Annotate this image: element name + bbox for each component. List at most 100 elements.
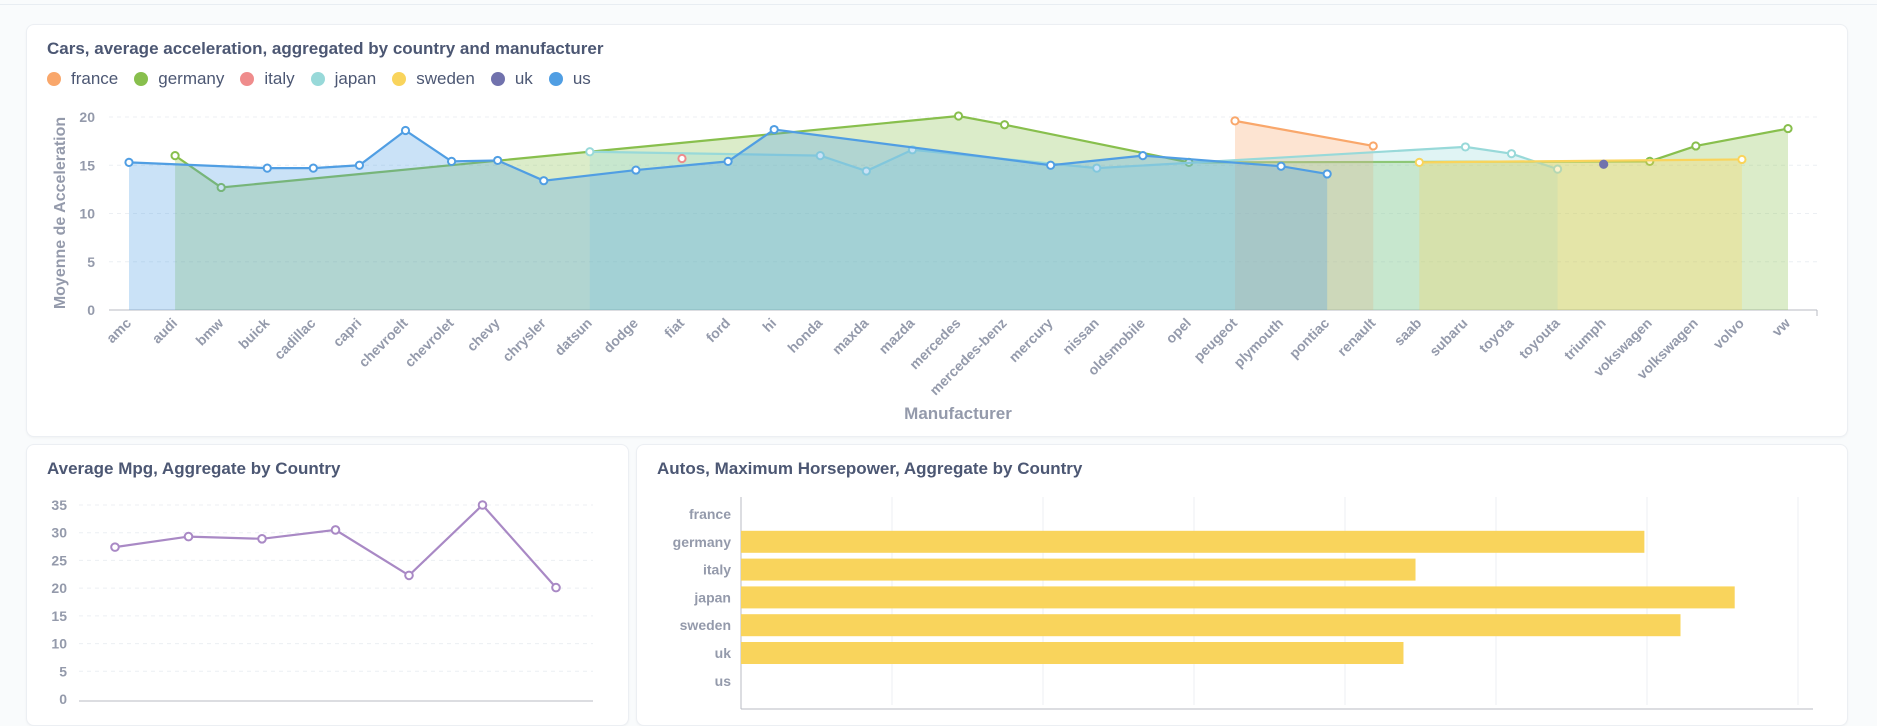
series-line — [1419, 158, 1742, 164]
y-category-label: france — [689, 506, 731, 522]
data-point[interactable] — [1414, 157, 1424, 167]
data-point[interactable] — [1552, 164, 1563, 174]
data-point[interactable] — [769, 124, 779, 135]
legend-item-italy[interactable]: italy — [240, 69, 295, 89]
x-tick-label: buick — [235, 315, 272, 352]
data-point[interactable] — [1138, 151, 1148, 161]
data-point[interactable] — [1322, 169, 1332, 179]
legend-label: sweden — [416, 69, 475, 88]
data-point[interactable] — [183, 531, 194, 542]
bar-germany[interactable] — [741, 530, 1645, 553]
bar-uk[interactable] — [741, 642, 1404, 664]
x-tick-label: amc — [103, 315, 134, 346]
data-point[interactable] — [953, 111, 964, 121]
data-point[interactable] — [1460, 142, 1471, 152]
bar-japan[interactable] — [741, 586, 1735, 609]
data-point[interactable] — [723, 156, 733, 166]
y-category-label: japan — [693, 589, 731, 605]
data-point[interactable] — [1092, 163, 1102, 173]
legend-item-uk[interactable]: uk — [490, 69, 533, 89]
acceleration-legend: france germany italy japan sweden uk us — [47, 69, 607, 89]
y-category-label: uk — [715, 645, 732, 661]
x-tick-label: opel — [1162, 315, 1194, 347]
legend-dot-icon — [310, 72, 325, 86]
bar-sweden[interactable] — [741, 614, 1681, 637]
legend-dot-icon — [548, 72, 563, 86]
legend-label: germany — [158, 69, 225, 88]
data-point[interactable] — [551, 582, 561, 593]
data-point[interactable] — [861, 166, 871, 176]
data-point[interactable] — [1783, 123, 1793, 134]
y-tick-label: 5 — [59, 663, 67, 679]
x-tick-label: renault — [1334, 315, 1379, 360]
x-tick-label: vw — [1769, 315, 1794, 340]
series-italy — [677, 153, 687, 164]
acceleration-card: Cars, average acceleration, aggregated b… — [26, 24, 1848, 437]
data-point[interactable] — [677, 153, 687, 164]
series-area — [1235, 120, 1374, 310]
data-point[interactable] — [1046, 160, 1056, 170]
series-us — [124, 124, 1332, 310]
mpg-chart-title[interactable]: Average Mpg, Aggregate by Country — [47, 459, 341, 478]
legend-dot-icon — [47, 72, 61, 86]
x-tick-label: chevroelt — [355, 315, 411, 371]
x-tick-label: volvo — [1710, 315, 1747, 352]
legend-item-france[interactable]: france — [47, 69, 118, 89]
legend-dot-icon — [134, 72, 149, 86]
data-point[interactable] — [1599, 159, 1609, 169]
data-point[interactable] — [330, 525, 341, 535]
series-line — [1234, 119, 1374, 148]
data-point[interactable] — [815, 151, 825, 161]
data-point[interactable] — [477, 500, 488, 510]
legend-item-japan[interactable]: japan — [310, 69, 376, 89]
data-point[interactable] — [110, 542, 120, 552]
x-tick-label: capri — [330, 315, 365, 350]
x-tick-label: saab — [1391, 315, 1425, 349]
legend-item-germany[interactable]: germany — [134, 69, 224, 89]
legend-dot-icon — [490, 72, 505, 86]
data-point[interactable] — [216, 182, 226, 193]
horsepower-chart-title[interactable]: Autos, Maximum Horsepower, Aggregate by … — [657, 459, 1083, 478]
series-area — [129, 129, 1328, 310]
data-point[interactable] — [170, 151, 180, 161]
data-point[interactable] — [124, 157, 134, 167]
legend-item-sweden[interactable]: sweden — [392, 69, 475, 89]
data-point[interactable] — [999, 120, 1010, 130]
series-area — [1419, 159, 1742, 310]
x-tick-label: datsun — [551, 315, 595, 359]
legend-dot-icon — [240, 72, 255, 86]
x-tick-label: hi — [759, 315, 779, 335]
data-point[interactable] — [262, 163, 272, 173]
data-point[interactable] — [493, 155, 503, 166]
y-tick-label: 5 — [87, 254, 95, 270]
y-tick-label: 0 — [87, 302, 95, 318]
data-point[interactable] — [1737, 154, 1747, 165]
data-point[interactable] — [257, 534, 267, 544]
data-point[interactable] — [1230, 116, 1240, 126]
y-tick-label: 15 — [51, 608, 67, 624]
data-point[interactable] — [539, 176, 549, 186]
data-point[interactable] — [308, 163, 318, 173]
data-point[interactable] — [1691, 141, 1701, 151]
data-point[interactable] — [404, 570, 414, 581]
data-point[interactable] — [1506, 149, 1517, 159]
y-tick-label: 15 — [79, 157, 95, 173]
acceleration-chart-title[interactable]: Cars, average acceleration, aggregated b… — [47, 39, 604, 58]
data-point[interactable] — [400, 125, 411, 136]
x-tick-label: cadillac — [271, 315, 319, 363]
data-point[interactable] — [354, 160, 365, 170]
legend-item-us[interactable]: us — [548, 69, 591, 89]
series-germany — [170, 111, 1793, 310]
data-point[interactable] — [1276, 161, 1286, 171]
data-point[interactable] — [1368, 141, 1378, 151]
data-point[interactable] — [631, 165, 641, 175]
bar-italy[interactable] — [741, 558, 1416, 581]
y-tick-label: 10 — [51, 636, 67, 652]
x-tick-label: dodge — [600, 315, 641, 356]
data-point[interactable] — [585, 147, 595, 157]
data-point[interactable] — [446, 156, 457, 166]
legend-label: us — [572, 69, 591, 88]
horsepower-chart: france germany italy japan sweden uk us — [673, 497, 1813, 710]
horsepower-card: Autos, Maximum Horsepower, Aggregate by … — [636, 444, 1848, 726]
